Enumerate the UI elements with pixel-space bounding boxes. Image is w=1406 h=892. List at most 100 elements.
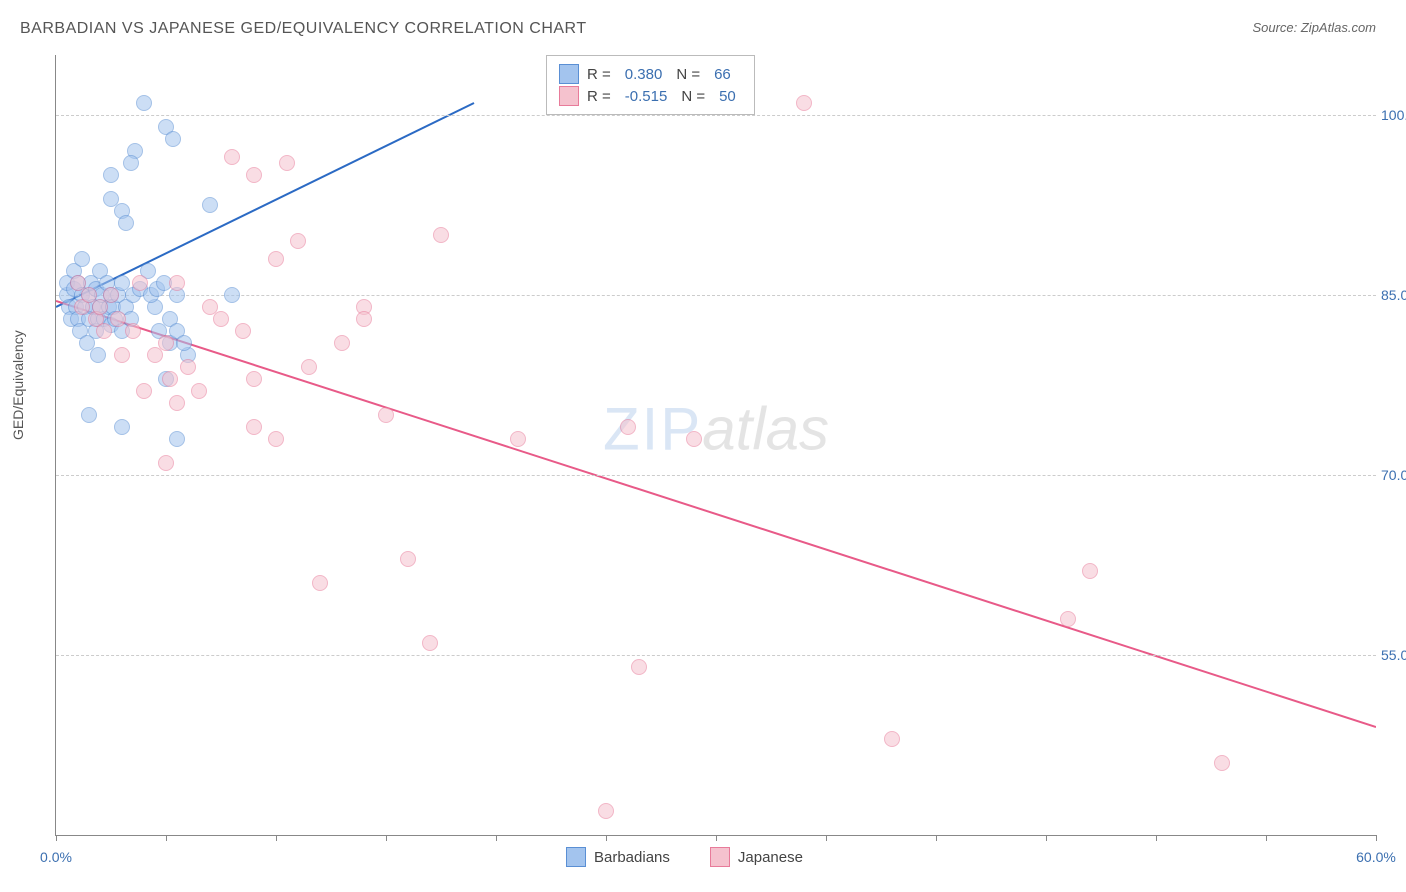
scatter-point — [1214, 755, 1230, 771]
x-tick-mark — [166, 835, 167, 841]
scatter-point — [268, 431, 284, 447]
scatter-point — [224, 287, 240, 303]
swatch-barbadians — [559, 64, 579, 84]
scatter-point — [132, 275, 148, 291]
scatter-point — [510, 431, 526, 447]
scatter-point — [169, 395, 185, 411]
scatter-point — [400, 551, 416, 567]
legend-label-1: Barbadians — [594, 849, 670, 866]
y-axis-label: GED/Equivalency — [10, 330, 26, 440]
scatter-point — [123, 155, 139, 171]
watermark: ZIPatlas — [603, 395, 829, 464]
scatter-point — [202, 197, 218, 213]
scatter-point — [169, 275, 185, 291]
scatter-point — [246, 419, 262, 435]
scatter-point — [433, 227, 449, 243]
y-tick-label: 55.0% — [1381, 647, 1406, 663]
scatter-point — [246, 167, 262, 183]
scatter-point — [125, 323, 141, 339]
scatter-point — [103, 287, 119, 303]
scatter-point — [356, 311, 372, 327]
legend-item-barbadians: Barbadians — [566, 847, 670, 867]
stats-row-japanese: R = -0.515 N = 50 — [559, 86, 742, 106]
x-tick-label: 0.0% — [40, 849, 72, 865]
scatter-point — [81, 407, 97, 423]
y-tick-label: 70.0% — [1381, 467, 1406, 483]
scatter-point — [96, 323, 112, 339]
r-label-2: R = — [587, 88, 611, 105]
scatter-point — [598, 803, 614, 819]
legend-item-japanese: Japanese — [710, 847, 803, 867]
chart-title: BARBADIAN VS JAPANESE GED/EQUIVALENCY CO… — [20, 20, 587, 38]
source-attribution: Source: ZipAtlas.com — [1252, 20, 1376, 35]
scatter-point — [686, 431, 702, 447]
x-tick-label: 60.0% — [1356, 849, 1396, 865]
n-label-2: N = — [681, 88, 705, 105]
x-tick-mark — [496, 835, 497, 841]
watermark-zip: ZIP — [603, 396, 702, 463]
gridline — [56, 115, 1376, 116]
scatter-point — [114, 419, 130, 435]
y-tick-label: 100.0% — [1381, 107, 1406, 123]
scatter-point — [169, 431, 185, 447]
n-value-2: 50 — [719, 88, 736, 105]
scatter-point — [631, 659, 647, 675]
scatter-point — [114, 347, 130, 363]
x-tick-mark — [56, 835, 57, 841]
scatter-point — [213, 311, 229, 327]
y-tick-label: 85.0% — [1381, 287, 1406, 303]
scatter-point — [74, 251, 90, 267]
scatter-point — [118, 215, 134, 231]
legend-label-2: Japanese — [738, 849, 803, 866]
scatter-point — [176, 335, 192, 351]
scatter-point — [158, 335, 174, 351]
trend-line — [56, 301, 1376, 727]
scatter-point — [191, 383, 207, 399]
x-tick-mark — [1376, 835, 1377, 841]
x-tick-mark — [386, 835, 387, 841]
swatch-japanese — [559, 86, 579, 106]
scatter-point — [103, 167, 119, 183]
r-label-1: R = — [587, 66, 611, 83]
legend-swatch-barbadians — [566, 847, 586, 867]
r-value-2: -0.515 — [625, 88, 668, 105]
scatter-point — [796, 95, 812, 111]
plot-area: ZIPatlas R = 0.380 N = 66 R = -0.515 N =… — [55, 55, 1376, 836]
scatter-point — [312, 575, 328, 591]
scatter-point — [1082, 563, 1098, 579]
gridline — [56, 655, 1376, 656]
scatter-point — [110, 311, 126, 327]
scatter-point — [620, 419, 636, 435]
gridline — [56, 295, 1376, 296]
legend: Barbadians Japanese — [566, 847, 803, 867]
scatter-point — [158, 455, 174, 471]
scatter-point — [165, 131, 181, 147]
scatter-point — [136, 383, 152, 399]
stats-row-barbadians: R = 0.380 N = 66 — [559, 64, 742, 84]
x-tick-mark — [826, 835, 827, 841]
scatter-point — [224, 149, 240, 165]
scatter-point — [268, 251, 284, 267]
x-tick-mark — [1156, 835, 1157, 841]
watermark-atlas: atlas — [702, 396, 829, 463]
scatter-point — [378, 407, 394, 423]
x-tick-mark — [606, 835, 607, 841]
r-value-1: 0.380 — [625, 66, 663, 83]
scatter-point — [180, 359, 196, 375]
x-tick-mark — [716, 835, 717, 841]
scatter-point — [136, 95, 152, 111]
legend-swatch-japanese — [710, 847, 730, 867]
x-tick-mark — [276, 835, 277, 841]
stats-box: R = 0.380 N = 66 R = -0.515 N = 50 — [546, 55, 755, 115]
x-tick-mark — [936, 835, 937, 841]
scatter-point — [1060, 611, 1076, 627]
scatter-point — [103, 191, 119, 207]
scatter-point — [162, 371, 178, 387]
scatter-point — [246, 371, 262, 387]
n-label-1: N = — [676, 66, 700, 83]
scatter-point — [290, 233, 306, 249]
x-tick-mark — [1266, 835, 1267, 841]
scatter-point — [884, 731, 900, 747]
scatter-point — [90, 347, 106, 363]
scatter-point — [334, 335, 350, 351]
